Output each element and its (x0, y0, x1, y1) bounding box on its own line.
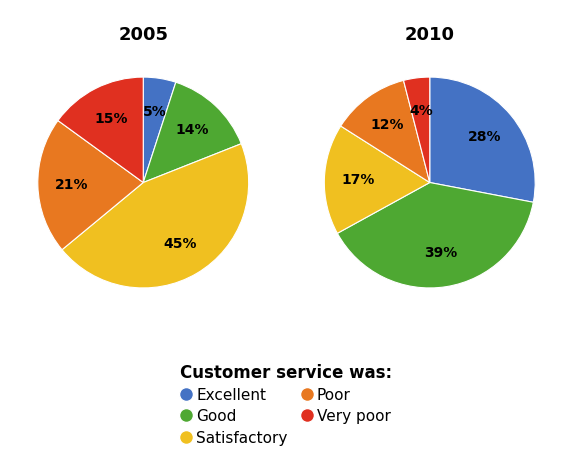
Text: 39%: 39% (425, 246, 458, 260)
Wedge shape (324, 126, 430, 234)
Wedge shape (430, 77, 535, 202)
Text: 17%: 17% (342, 173, 375, 187)
Title: 2010: 2010 (405, 26, 455, 44)
Title: 2005: 2005 (118, 26, 168, 44)
Wedge shape (143, 82, 241, 183)
Wedge shape (143, 77, 176, 183)
Wedge shape (62, 144, 249, 288)
Text: 21%: 21% (55, 178, 88, 192)
Wedge shape (403, 77, 430, 183)
Wedge shape (58, 77, 143, 183)
Text: 45%: 45% (163, 237, 197, 251)
Text: 28%: 28% (468, 130, 502, 144)
Legend: Excellent, Good, Satisfactory, Poor, Very poor: Excellent, Good, Satisfactory, Poor, Ver… (176, 359, 397, 450)
Text: 14%: 14% (175, 123, 209, 137)
Wedge shape (337, 183, 533, 288)
Text: 15%: 15% (94, 112, 127, 125)
Wedge shape (38, 121, 143, 250)
Text: 5%: 5% (143, 105, 166, 119)
Wedge shape (341, 80, 430, 183)
Text: 4%: 4% (409, 104, 433, 118)
Text: 12%: 12% (371, 117, 405, 132)
